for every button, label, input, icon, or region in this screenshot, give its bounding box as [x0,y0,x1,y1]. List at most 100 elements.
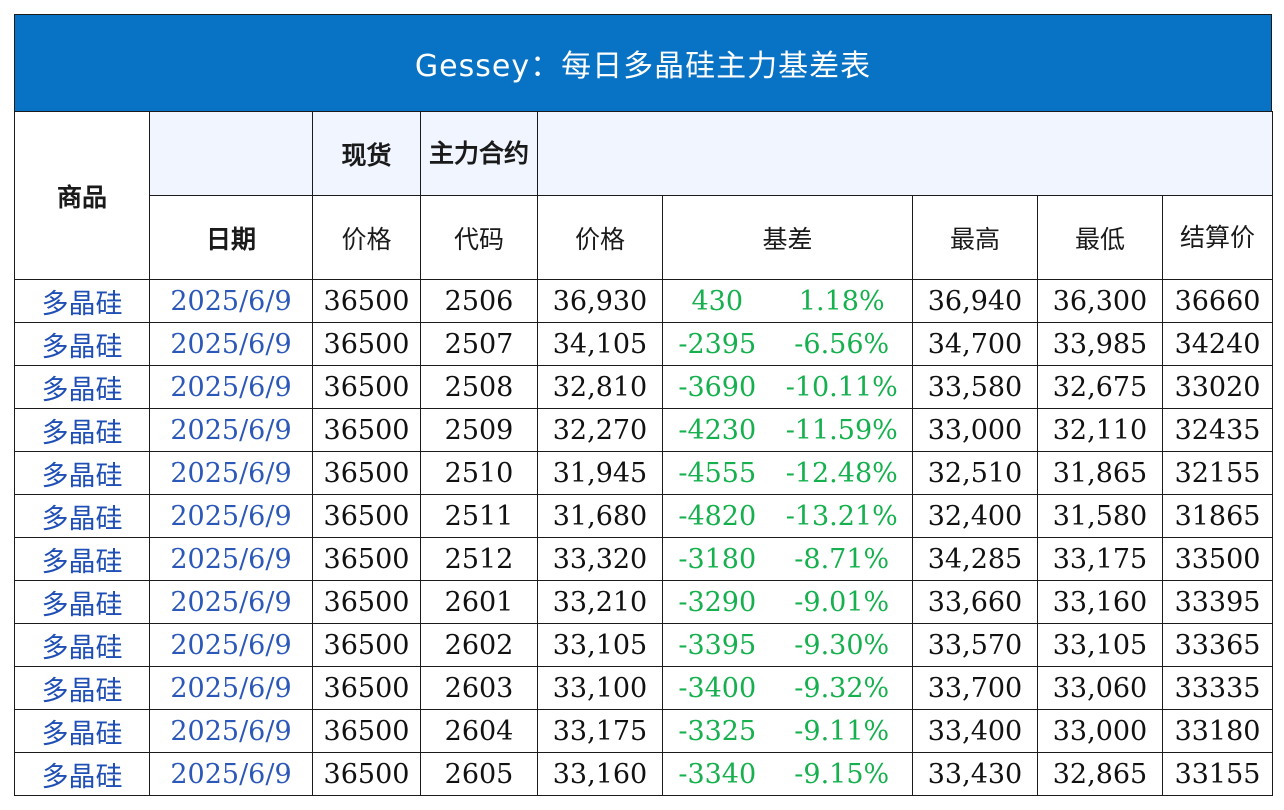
header-row-1: 商品 现货 主力合约 [14,111,1274,280]
cell-low: 33,985 [1037,322,1163,366]
table-row: 多晶硅 2025/6/9 36500 2507 34,105 -2395 -6.… [14,322,1274,366]
cell-basis-pct: -10.11% [771,365,913,409]
cell-code: 2602 [420,623,538,667]
cell-price: 33,320 [537,537,663,581]
cell-product: 多晶硅 [14,279,150,323]
cell-basis: -3180 [662,537,772,581]
cell-basis: -3400 [662,666,772,710]
header-basis: 基差 [662,195,913,280]
cell-settle: 32435 [1161,408,1274,452]
cell-price: 32,270 [537,408,663,452]
cell-low: 33,000 [1037,709,1163,753]
cell-code: 2508 [420,365,538,409]
header-date: 日期 [149,195,313,280]
cell-date: 2025/6/9 [149,709,313,753]
cell-high: 34,285 [912,537,1038,581]
cell-high: 33,400 [912,709,1038,753]
table-row: 多晶硅 2025/6/9 36500 2603 33,100 -3400 -9.… [14,666,1274,710]
table-row: 多晶硅 2025/6/9 36500 2605 33,160 -3340 -9.… [14,752,1274,796]
cell-settle: 31865 [1161,494,1274,538]
cell-low: 31,580 [1037,494,1163,538]
cell-basis-pct: -9.01% [771,580,913,624]
cell-date: 2025/6/9 [149,623,313,667]
cell-date: 2025/6/9 [149,365,313,409]
cell-settle: 33020 [1161,365,1274,409]
cell-low: 32,110 [1037,408,1163,452]
cell-price: 33,100 [537,666,663,710]
header-empty-date-top [149,111,313,196]
cell-settle: 36660 [1161,279,1274,323]
cell-spot: 36500 [312,709,421,753]
cell-settle: 33365 [1161,623,1274,667]
table-row: 多晶硅 2025/6/9 36500 2602 33,105 -3395 -9.… [14,623,1274,667]
cell-product: 多晶硅 [14,666,150,710]
cell-low: 32,865 [1037,752,1163,796]
cell-code: 2506 [420,279,538,323]
header-product: 商品 [14,111,150,280]
cell-low: 31,865 [1037,451,1163,495]
cell-high: 33,660 [912,580,1038,624]
cell-low: 33,160 [1037,580,1163,624]
cell-date: 2025/6/9 [149,322,313,366]
table-title: Gessey：每日多晶硅主力基差表 [14,14,1272,111]
cell-spot: 36500 [312,279,421,323]
cell-price: 34,105 [537,322,663,366]
cell-spot: 36500 [312,451,421,495]
cell-basis: -3395 [662,623,772,667]
header-spot-price: 价格 [312,195,421,280]
cell-high: 36,940 [912,279,1038,323]
cell-basis: -4820 [662,494,772,538]
cell-product: 多晶硅 [14,408,150,452]
cell-date: 2025/6/9 [149,451,313,495]
cell-basis-pct: -9.11% [771,709,913,753]
basis-table-container: Gessey：每日多晶硅主力基差表 商品 现货 主力合约 日期 价 [14,14,1274,796]
cell-spot: 36500 [312,666,421,710]
cell-settle: 33500 [1161,537,1274,581]
cell-spot: 36500 [312,408,421,452]
cell-basis: -3340 [662,752,772,796]
cell-basis: -3325 [662,709,772,753]
cell-price: 33,160 [537,752,663,796]
cell-basis: -4230 [662,408,772,452]
header-price: 价格 [537,195,663,280]
cell-high: 34,700 [912,322,1038,366]
cell-code: 2507 [420,322,538,366]
cell-product: 多晶硅 [14,580,150,624]
cell-code: 2512 [420,537,538,581]
cell-high: 32,510 [912,451,1038,495]
cell-basis-pct: -9.15% [771,752,913,796]
cell-basis-pct: -6.56% [771,322,913,366]
cell-date: 2025/6/9 [149,537,313,581]
cell-price: 31,945 [537,451,663,495]
cell-high: 33,700 [912,666,1038,710]
cell-settle: 32155 [1161,451,1274,495]
cell-code: 2605 [420,752,538,796]
cell-price: 33,105 [537,623,663,667]
cell-product: 多晶硅 [14,451,150,495]
cell-low: 32,675 [1037,365,1163,409]
cell-basis-pct: -12.48% [771,451,913,495]
cell-product: 多晶硅 [14,709,150,753]
cell-code: 2604 [420,709,538,753]
cell-code: 2510 [420,451,538,495]
cell-basis-pct: -8.71% [771,537,913,581]
cell-date: 2025/6/9 [149,408,313,452]
header-high: 最高 [912,195,1038,280]
cell-spot: 36500 [312,322,421,366]
cell-high: 33,580 [912,365,1038,409]
basis-table: 商品 现货 主力合约 日期 价格 代码 价格 基差 最高 最低 结算价 多晶硅 … [14,111,1274,796]
cell-code: 2603 [420,666,538,710]
cell-code: 2511 [420,494,538,538]
cell-price: 33,175 [537,709,663,753]
header-main-contract: 主力合约 [420,111,538,196]
cell-basis: 430 [662,279,772,323]
cell-date: 2025/6/9 [149,752,313,796]
table-row: 多晶硅 2025/6/9 36500 2509 32,270 -4230 -11… [14,408,1274,452]
cell-spot: 36500 [312,752,421,796]
cell-product: 多晶硅 [14,322,150,366]
cell-settle: 33155 [1161,752,1274,796]
cell-settle: 33180 [1161,709,1274,753]
cell-spot: 36500 [312,537,421,581]
header-empty-top-right [536,111,1274,196]
header-code: 代码 [420,195,538,280]
